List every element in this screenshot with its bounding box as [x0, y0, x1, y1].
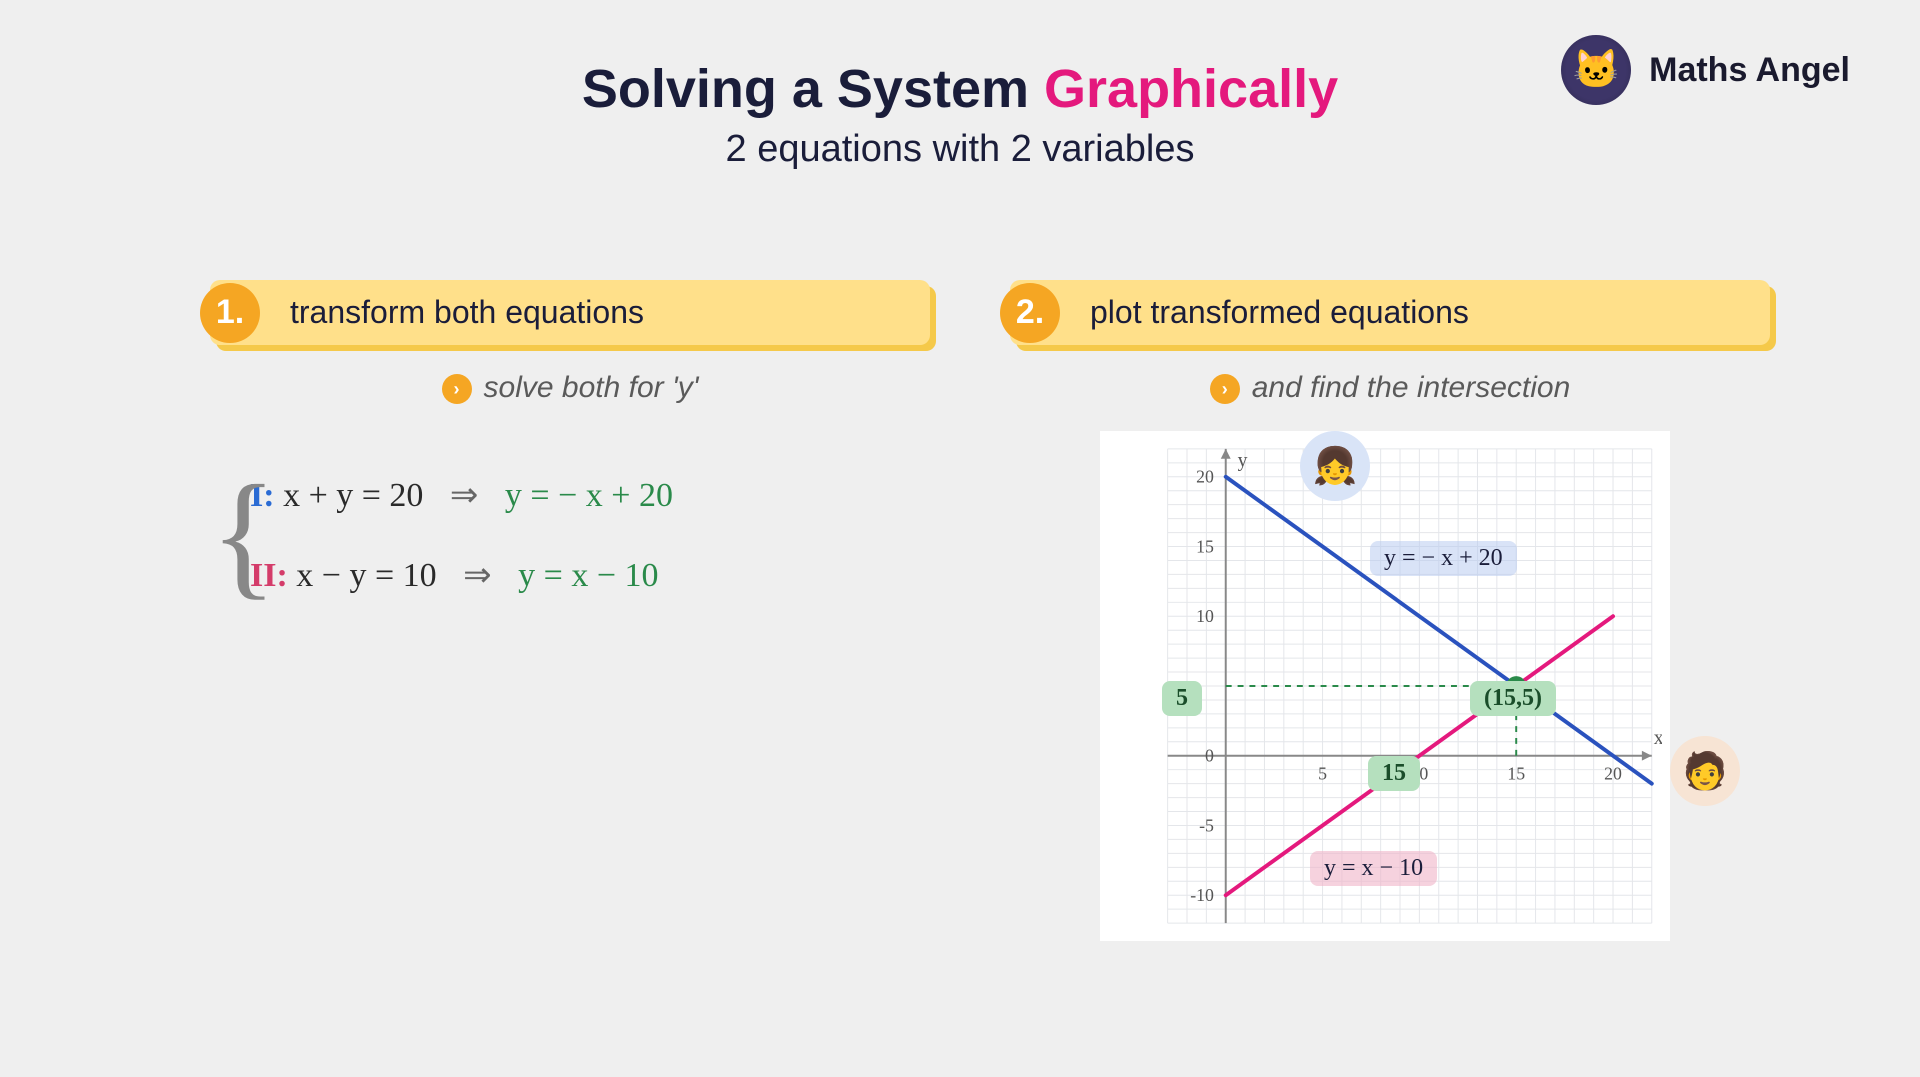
step2-number: 2.	[1000, 283, 1060, 343]
svg-text:-5: -5	[1199, 815, 1214, 835]
svg-text:20: 20	[1196, 467, 1214, 487]
step2-hint-text: and find the intersection	[1252, 371, 1571, 404]
eq-ii-orig: x − y = 10	[296, 557, 436, 594]
x-highlight: 15	[1368, 756, 1420, 791]
step2-hint: › and find the intersection	[1010, 371, 1770, 405]
line1-label: y = − x + 20	[1370, 541, 1517, 576]
y-highlight: 5	[1162, 681, 1202, 716]
brace-icon: {	[210, 465, 277, 605]
step1-hint-text: solve both for 'y'	[484, 371, 699, 404]
eq-ii-solved: y = x − 10	[518, 557, 658, 594]
svg-text:20: 20	[1604, 763, 1622, 783]
step2-panel: 2. plot transformed equations › and find …	[1010, 280, 1770, 941]
page-title: Solving a System Graphically	[0, 58, 1920, 120]
step1-header: 1. transform both equations	[210, 280, 930, 345]
svg-text:-10: -10	[1190, 885, 1214, 905]
svg-text:0: 0	[1205, 746, 1214, 766]
equation-ii: II: x − y = 10 ⇒ y = x − 10	[250, 555, 930, 595]
step1-number: 1.	[200, 283, 260, 343]
avatar-girl-icon: 👧	[1300, 431, 1370, 501]
svg-text:15: 15	[1507, 763, 1525, 783]
svg-text:5: 5	[1318, 763, 1327, 783]
step1-hint: › solve both for 'y'	[210, 371, 930, 405]
equation-i: I: x + y = 20 ⇒ y = − x + 20	[250, 475, 930, 515]
page-subtitle: 2 equations with 2 variables	[0, 128, 1920, 171]
svg-text:y: y	[1238, 450, 1248, 472]
step2-title: plot transformed equations	[1090, 294, 1469, 330]
eq-i-orig: x + y = 20	[283, 477, 423, 514]
intersection-label: (15,5)	[1470, 681, 1556, 716]
svg-text:10: 10	[1196, 606, 1214, 626]
step1-panel: 1. transform both equations › solve both …	[210, 280, 930, 635]
arrow-icon: ⇒	[463, 557, 492, 594]
equations-block: { I: x + y = 20 ⇒ y = − x + 20 II: x − y…	[210, 475, 930, 595]
step1-title: transform both equations	[290, 294, 644, 330]
arrow-icon: ⇒	[450, 477, 479, 514]
chart-container: 👧 🧑 5101520-10-50101520xy y = − x + 20 y…	[1100, 431, 1670, 941]
step2-header: 2. plot transformed equations	[1010, 280, 1770, 345]
chevron-right-icon: ›	[1210, 374, 1240, 404]
eq-i-solved: y = − x + 20	[505, 477, 673, 514]
line2-label: y = x − 10	[1310, 851, 1437, 886]
chevron-right-icon: ›	[442, 374, 472, 404]
title-accent: Graphically	[1044, 59, 1338, 119]
svg-text:15: 15	[1196, 536, 1214, 556]
svg-text:x: x	[1654, 727, 1662, 749]
avatar-boy-icon: 🧑	[1670, 736, 1740, 806]
title-part-a: Solving a System	[582, 59, 1044, 119]
